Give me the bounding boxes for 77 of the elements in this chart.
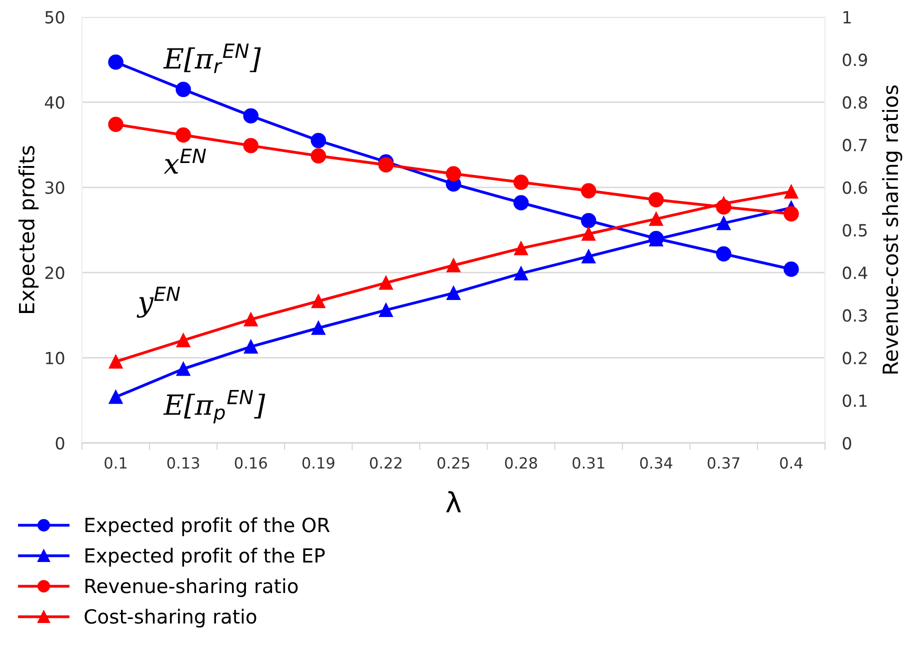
- point: [176, 127, 191, 143]
- y2-tick-label: 0.1: [842, 394, 867, 407]
- point: [648, 192, 664, 208]
- y2-tick-label: 1: [843, 11, 851, 24]
- point: [580, 183, 596, 198]
- x-tick-label: 0.4: [780, 457, 803, 469]
- y-tick-label: 40: [44, 96, 64, 109]
- point: [513, 195, 529, 210]
- point: [243, 138, 259, 154]
- x-tick-label: 0.16: [234, 457, 267, 469]
- y2-tick-label: 0.8: [842, 96, 868, 109]
- annotation: x$^{EN}$: [164, 148, 206, 174]
- point: [446, 286, 460, 300]
- point: [446, 258, 460, 272]
- y-tick-label: 0: [56, 436, 64, 450]
- point: [582, 249, 596, 264]
- x-tick-label: 0.1: [104, 457, 127, 469]
- x-tick-label: 0.25: [438, 457, 470, 469]
- y2-tick-label: 0: [842, 436, 852, 450]
- point: [446, 166, 462, 182]
- x-tick-label: 0.13: [167, 457, 200, 469]
- point: [176, 362, 190, 376]
- legend-label: Expected profit of the EP: [86, 548, 325, 567]
- point: [582, 226, 596, 241]
- y2-tick-label: 0.6: [842, 181, 868, 194]
- point: [379, 276, 393, 290]
- point: [784, 206, 799, 222]
- annotation: E[π$_{r}$$^{EN}$]: [163, 44, 261, 74]
- point: [580, 212, 596, 228]
- y-tick-label: 20: [45, 266, 64, 280]
- point: [784, 262, 799, 277]
- y2-tick-label: 0.7: [842, 138, 867, 152]
- point: [176, 82, 191, 98]
- y-axis-title: Expected profits: [18, 146, 39, 313]
- point: [378, 157, 394, 172]
- x-axis-title: λ: [446, 491, 461, 512]
- x-tick-label: 0.31: [572, 457, 604, 469]
- point: [108, 354, 123, 369]
- point: [311, 321, 326, 335]
- point: [379, 303, 393, 318]
- point: [716, 196, 731, 211]
- annotation: y$^{EN}$: [136, 286, 180, 318]
- x-tick-label: 0.34: [640, 457, 672, 469]
- legend-label: Expected profit of the OR: [86, 517, 330, 536]
- x-tick-label: 0.22: [370, 457, 402, 469]
- point: [243, 108, 259, 124]
- point: [649, 212, 664, 226]
- point: [716, 246, 732, 262]
- y-tick-label: 30: [45, 181, 64, 194]
- point: [784, 184, 798, 199]
- x-tick-label: 0.28: [505, 457, 538, 469]
- y-tick-label: 50: [45, 10, 64, 24]
- y2-tick-label: 0.2: [842, 352, 867, 364]
- y2-tick-label: 0.3: [842, 309, 867, 322]
- x-tick-label: 0.37: [708, 457, 740, 469]
- point: [514, 241, 528, 256]
- annotation: E[π$_{p}$$^{EN}$]: [163, 390, 266, 424]
- y2-axis-title: Revenue-cost sharing ratios: [882, 85, 902, 374]
- point: [108, 116, 124, 132]
- point: [244, 312, 258, 326]
- y2-tick-label: 0.4: [842, 266, 868, 280]
- point: [716, 216, 731, 230]
- x-tick-label: 0.19: [302, 457, 334, 469]
- y-tick-label: 10: [46, 352, 64, 364]
- point: [176, 333, 190, 348]
- point: [513, 174, 529, 190]
- legend-label: Cost-sharing ratio: [84, 608, 256, 628]
- point: [514, 266, 528, 280]
- point: [108, 54, 124, 70]
- point: [310, 148, 326, 164]
- point: [310, 132, 326, 148]
- legend-label: Revenue-sharing ratio: [86, 578, 298, 598]
- point: [244, 340, 258, 354]
- point: [108, 390, 123, 404]
- point: [311, 294, 326, 308]
- y2-tick-label: 0.5: [842, 224, 867, 237]
- y2-tick-label: 0.9: [842, 54, 867, 66]
